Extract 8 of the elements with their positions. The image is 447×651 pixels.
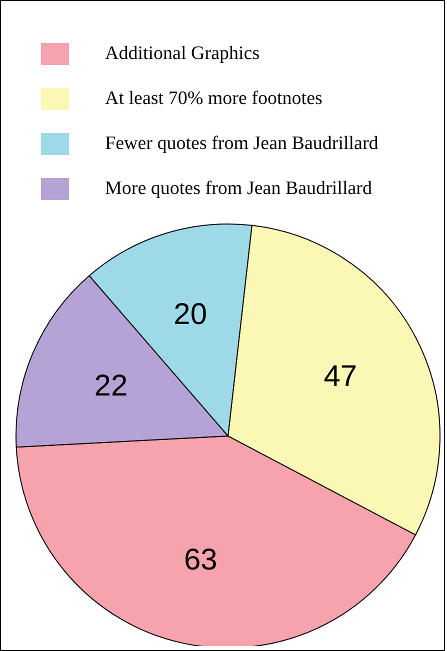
data-label: 20 xyxy=(174,298,208,331)
legend-label: Additional Graphics xyxy=(105,42,260,64)
legend-label: Fewer quotes from Jean Baudrillard xyxy=(105,132,378,154)
legend-label: More quotes from Jean Baudrillard xyxy=(105,178,372,200)
legend-label: At least 70% more footnotes xyxy=(105,88,322,110)
data-label: 63 xyxy=(184,544,218,577)
data-label: 47 xyxy=(324,360,358,394)
data-label: 22 xyxy=(94,370,128,403)
